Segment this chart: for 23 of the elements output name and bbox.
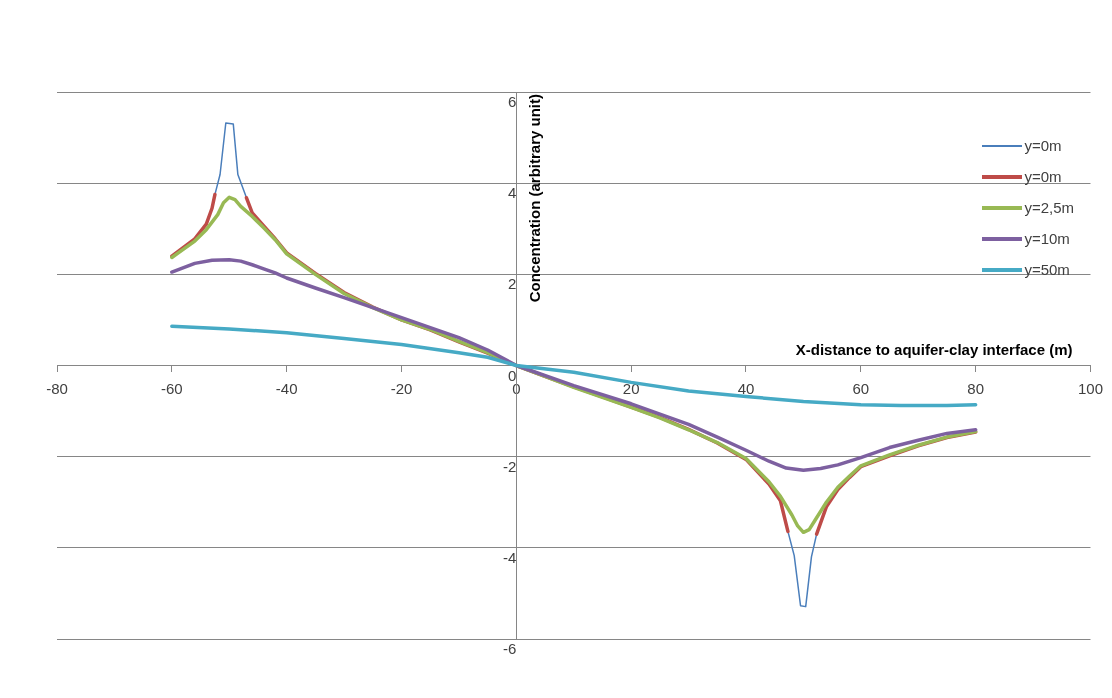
x-tick-label: -40 <box>275 379 298 397</box>
x-tick-label: 100 <box>1077 379 1103 397</box>
y-tick-label: 4 <box>507 184 517 202</box>
y-tick-label: -2 <box>502 457 517 475</box>
y-tick-label: -6 <box>502 640 517 658</box>
x-tick-label: -20 <box>390 379 413 397</box>
x-tick-label: 60 <box>852 379 870 397</box>
legend-label: y=2,5m <box>1024 199 1074 216</box>
legend-label: y=0m <box>1024 168 1062 185</box>
x-tick-label: -60 <box>160 379 183 397</box>
y-tick-label: 2 <box>507 275 517 293</box>
legend-label: y=50m <box>1024 261 1070 278</box>
y-axis-title: Concentration (arbitrary unit) <box>526 94 544 303</box>
y-tick-label: 6 <box>507 93 517 111</box>
x-axis-title: X-distance to aquifer-clay interface (m) <box>795 341 1073 359</box>
x-tick-label: 40 <box>737 379 755 397</box>
y-tick-label: 0 <box>507 366 517 384</box>
x-tick-label: -80 <box>46 379 68 397</box>
x-tick-label: 20 <box>622 379 640 397</box>
y-tick-label: -4 <box>502 548 517 566</box>
legend-label: y=10m <box>1024 230 1070 247</box>
legend-label: y=0m <box>1024 137 1062 154</box>
x-tick-label: 80 <box>967 379 984 397</box>
